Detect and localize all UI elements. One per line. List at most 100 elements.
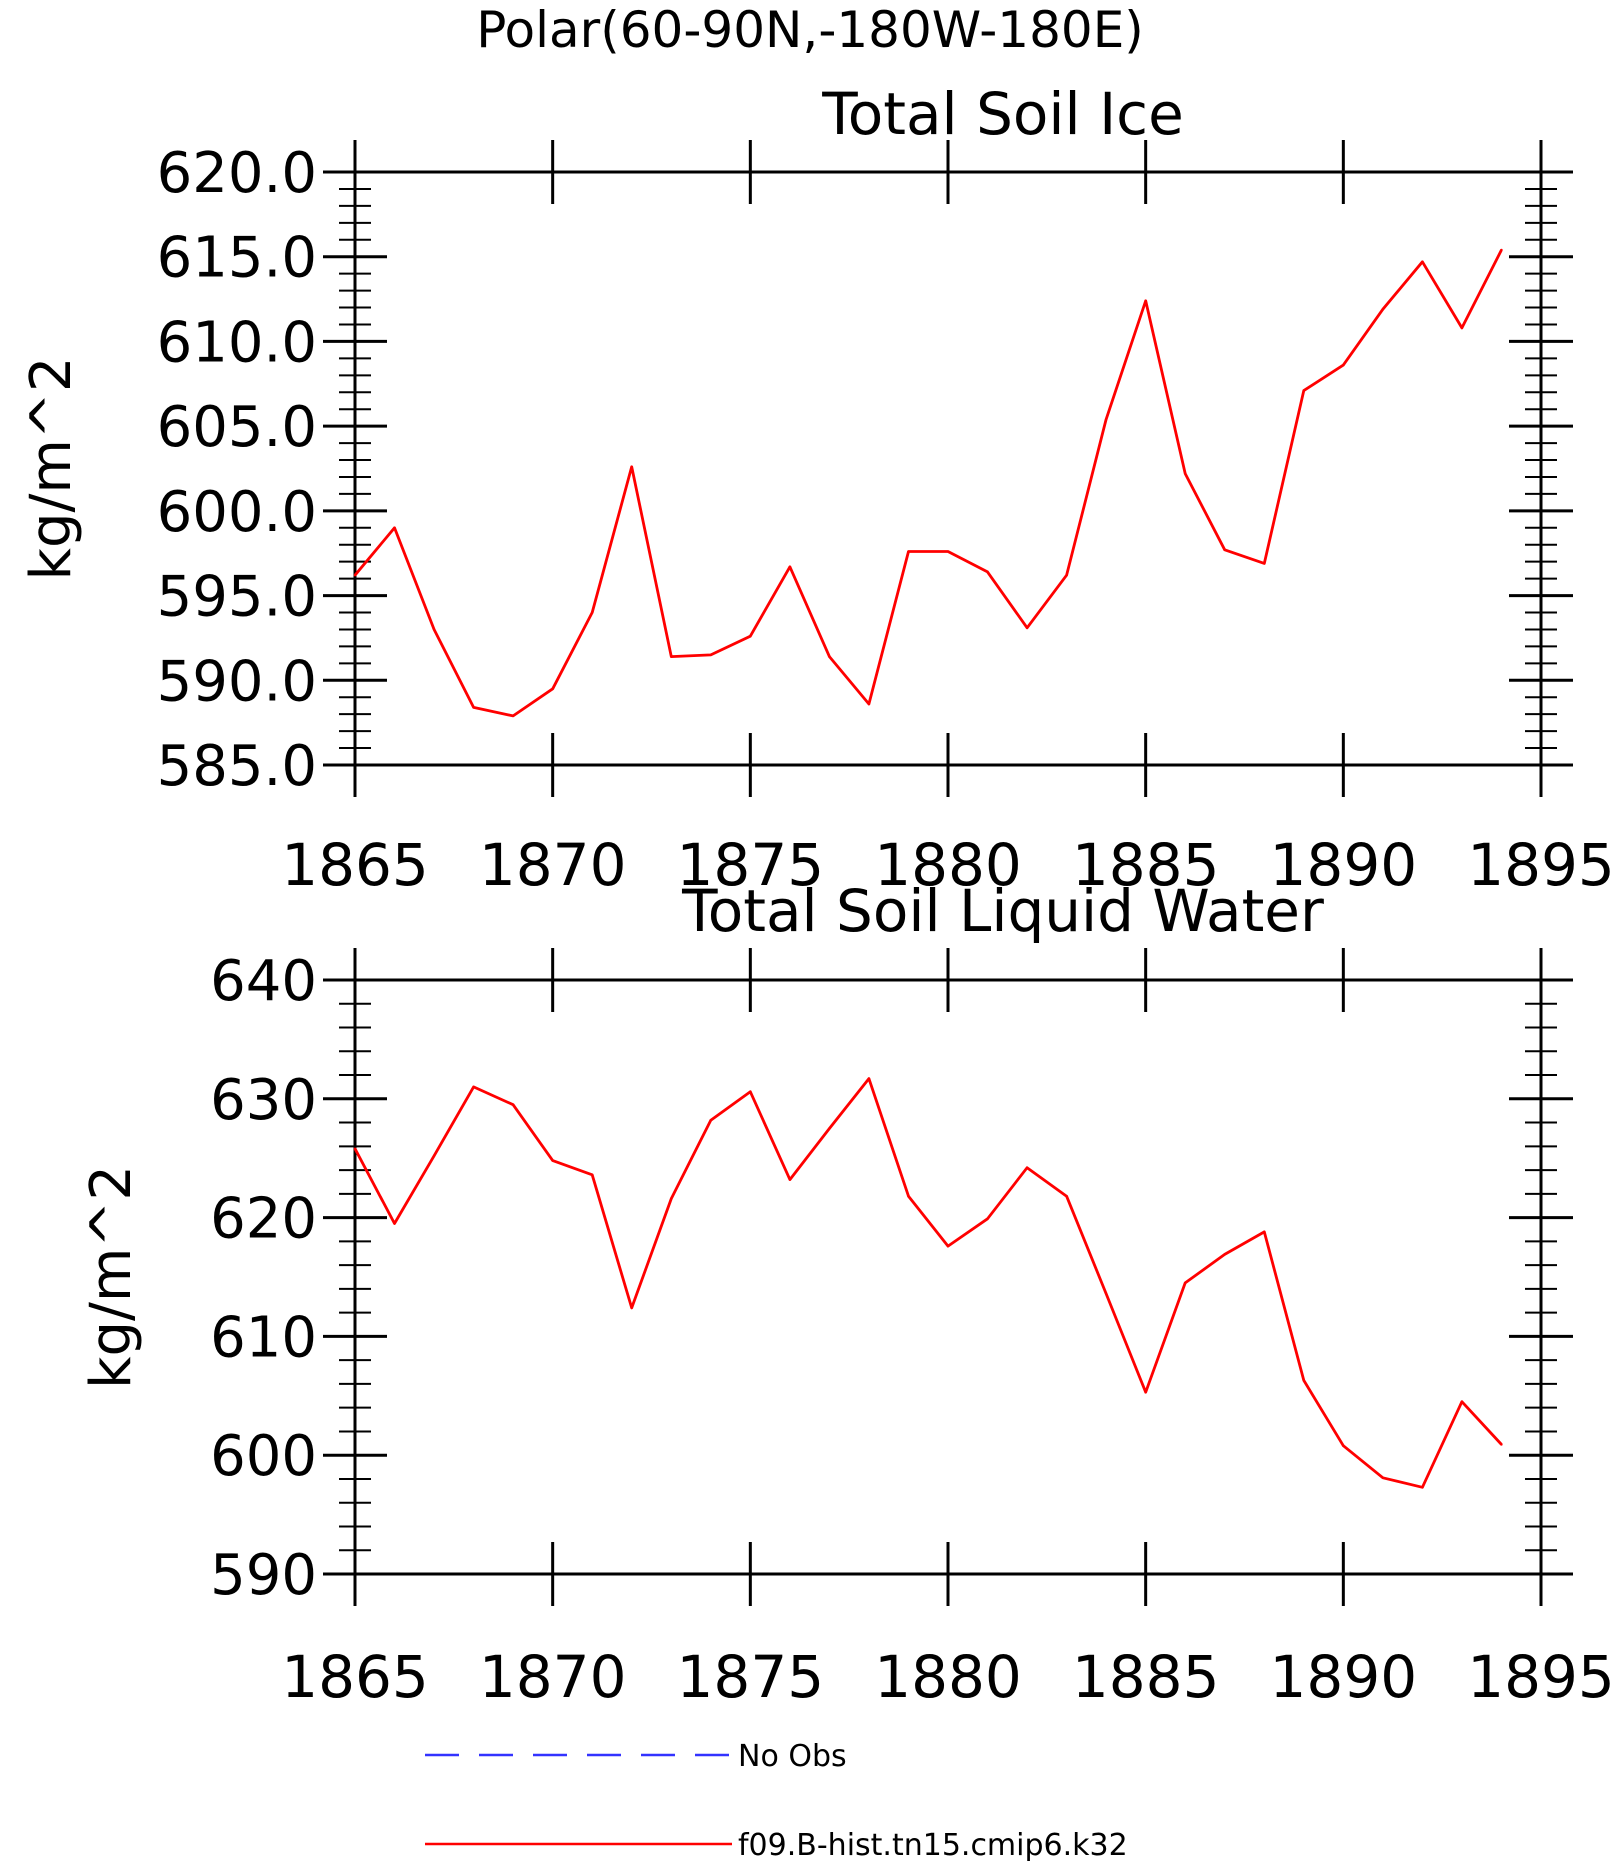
legend-label-no-obs: No Obs bbox=[738, 1739, 847, 1774]
x-tick-label: 1895 bbox=[1467, 1643, 1615, 1711]
y-tick-label: 600.0 bbox=[157, 480, 317, 545]
data-point bbox=[1263, 1230, 1266, 1234]
data-point bbox=[670, 1197, 673, 1200]
data-point bbox=[1302, 1379, 1306, 1382]
data-point bbox=[986, 570, 989, 574]
series-line bbox=[353, 1077, 1503, 1489]
data-point bbox=[551, 1159, 554, 1162]
y-tick-label: 620 bbox=[210, 1187, 317, 1252]
data-point bbox=[1421, 1486, 1424, 1489]
y-tick-label: 610 bbox=[210, 1305, 317, 1370]
data-point bbox=[867, 1077, 871, 1080]
data-point bbox=[1421, 260, 1424, 263]
data-point bbox=[393, 1222, 396, 1225]
data-point bbox=[1223, 548, 1226, 552]
data-point bbox=[1184, 1281, 1187, 1285]
data-point bbox=[828, 655, 831, 658]
data-point bbox=[630, 465, 633, 469]
data-point bbox=[1025, 626, 1029, 629]
data-point bbox=[828, 1127, 831, 1130]
data-point bbox=[709, 1118, 712, 1122]
data-point bbox=[986, 1217, 989, 1220]
data-point bbox=[1460, 1400, 1464, 1403]
data-point bbox=[353, 1147, 357, 1150]
data-point bbox=[1460, 326, 1464, 330]
data-point bbox=[591, 611, 594, 614]
data-point bbox=[1144, 299, 1147, 302]
y-tick-label: 615.0 bbox=[157, 226, 317, 291]
y-tick-label: 605.0 bbox=[157, 395, 317, 460]
y-tick-label: 610.0 bbox=[157, 310, 317, 375]
plot-frame bbox=[353, 978, 1543, 1576]
data-point bbox=[472, 1085, 475, 1089]
x-tick-label: 1865 bbox=[281, 1643, 429, 1711]
figure-title: Polar(60-90N,-180W-180E) bbox=[476, 1, 1144, 59]
x-tick-label: 1875 bbox=[677, 1643, 825, 1711]
data-point bbox=[670, 655, 673, 658]
data-point bbox=[1302, 389, 1306, 392]
data-point bbox=[630, 1306, 633, 1310]
plot-frame bbox=[353, 170, 1543, 767]
data-point bbox=[1144, 1391, 1147, 1394]
data-point bbox=[1223, 1253, 1226, 1256]
x-tick-label: 1865 bbox=[281, 831, 429, 899]
data-point bbox=[749, 1090, 752, 1093]
data-point bbox=[1342, 1444, 1345, 1447]
data-point bbox=[946, 550, 950, 553]
x-tick-label: 1885 bbox=[1072, 1643, 1220, 1711]
data-point bbox=[1263, 562, 1266, 565]
legend-label-model: f09.B-hist.tn15.cmip6.k32 bbox=[738, 1828, 1128, 1861]
x-tick-label: 1890 bbox=[1270, 831, 1418, 899]
x-tick-label: 1890 bbox=[1270, 1643, 1418, 1711]
data-point bbox=[1065, 1195, 1068, 1198]
x-tick-label: 1870 bbox=[479, 831, 627, 899]
x-tick-label: 1880 bbox=[874, 1643, 1022, 1711]
data-point bbox=[1381, 308, 1385, 311]
y-tick-label: 620.0 bbox=[157, 141, 317, 206]
y-tick-label: 630 bbox=[210, 1068, 317, 1133]
data-point bbox=[1065, 574, 1068, 577]
data-point bbox=[432, 628, 436, 631]
y-axis-label: kg/m^2 bbox=[79, 1165, 144, 1389]
y-axis-label: kg/m^2 bbox=[19, 357, 84, 581]
data-point bbox=[1342, 363, 1345, 367]
data-point bbox=[353, 574, 357, 577]
data-point bbox=[511, 1103, 515, 1106]
y-tick-label: 595.0 bbox=[157, 565, 317, 630]
data-point bbox=[393, 526, 396, 529]
data-point bbox=[1104, 1292, 1108, 1295]
data-point bbox=[1104, 418, 1108, 421]
panel-total-soil-ice: Total Soil Ice kg/m^2 585.0 590.0 595.0 600.0… bbox=[19, 80, 1615, 899]
series-line bbox=[353, 249, 1503, 718]
y-tick-label: 585.0 bbox=[157, 734, 317, 799]
panel-title: Total Soil Ice bbox=[821, 80, 1184, 148]
x-tick-label: 1885 bbox=[1072, 831, 1220, 899]
y-tick-label: 590 bbox=[210, 1543, 317, 1608]
data-point bbox=[551, 687, 554, 690]
panel-title: Total Soil Liquid Water bbox=[681, 877, 1324, 945]
legend: No Obs f09.B-hist.tn15.cmip6.k32 bbox=[425, 1739, 1128, 1861]
data-point bbox=[1184, 472, 1187, 475]
data-point bbox=[907, 550, 910, 553]
x-tick-label: 1875 bbox=[677, 831, 825, 899]
data-point bbox=[867, 702, 871, 706]
data-point bbox=[1500, 1443, 1503, 1446]
data-point bbox=[788, 565, 792, 568]
x-tick-label: 1870 bbox=[479, 1643, 627, 1711]
data-point bbox=[432, 1154, 436, 1158]
data-point bbox=[907, 1195, 910, 1198]
data-point bbox=[472, 706, 475, 709]
data-point bbox=[1025, 1166, 1029, 1169]
y-tick-label: 600 bbox=[210, 1424, 317, 1489]
data-point bbox=[946, 1244, 950, 1248]
data-point bbox=[591, 1173, 594, 1177]
data-point bbox=[709, 653, 712, 657]
x-tick-label: 1895 bbox=[1467, 831, 1615, 899]
data-point bbox=[1500, 248, 1503, 252]
data-point bbox=[788, 1178, 792, 1181]
data-point bbox=[1381, 1476, 1385, 1479]
data-point bbox=[749, 635, 752, 638]
panel-total-soil-liquid-water: Total Soil Liquid Water kg/m^2 590 600 610 62… bbox=[79, 877, 1615, 1711]
x-tick-label: 1880 bbox=[874, 831, 1022, 899]
